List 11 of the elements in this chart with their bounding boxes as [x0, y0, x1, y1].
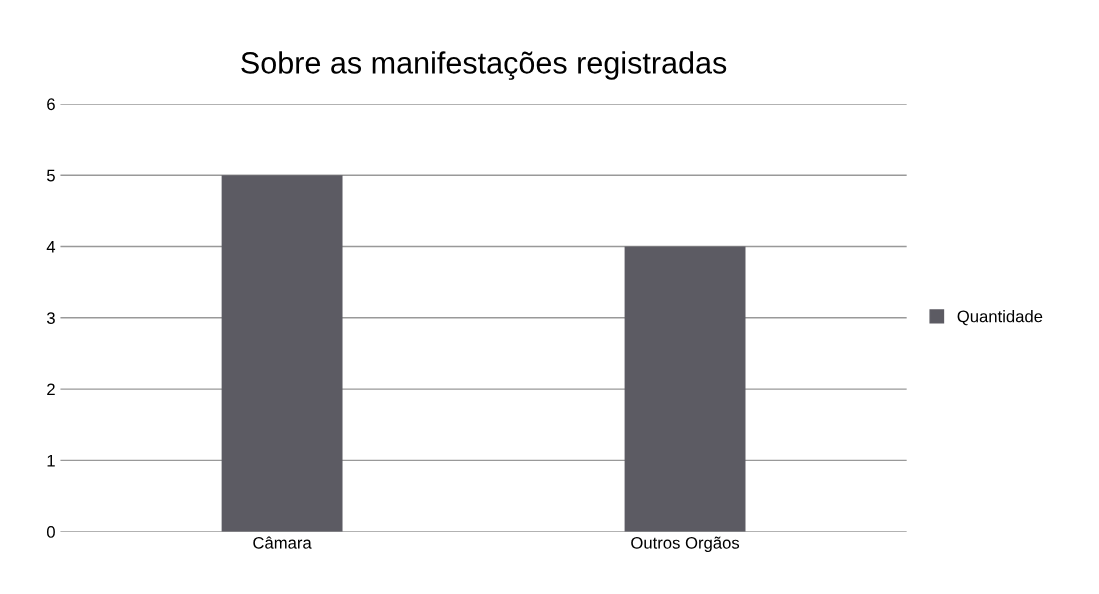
y-tick-label: 4 [46, 241, 56, 253]
legend-label: Quantidade [957, 310, 1043, 326]
x-tick-label: Outros Orgãos [631, 536, 740, 553]
y-tick-label: 5 [46, 169, 55, 182]
y-tick-label: 3 [46, 312, 55, 324]
y-tick-label: 2 [47, 383, 55, 396]
y-tick-label: 0 [46, 526, 55, 538]
y-tick-label: 1 [47, 454, 55, 467]
x-tick-label: Câmara [253, 536, 312, 549]
chart-title: Sobre as manifestações registradas [241, 51, 727, 80]
y-tick-label: 6 [47, 98, 55, 111]
